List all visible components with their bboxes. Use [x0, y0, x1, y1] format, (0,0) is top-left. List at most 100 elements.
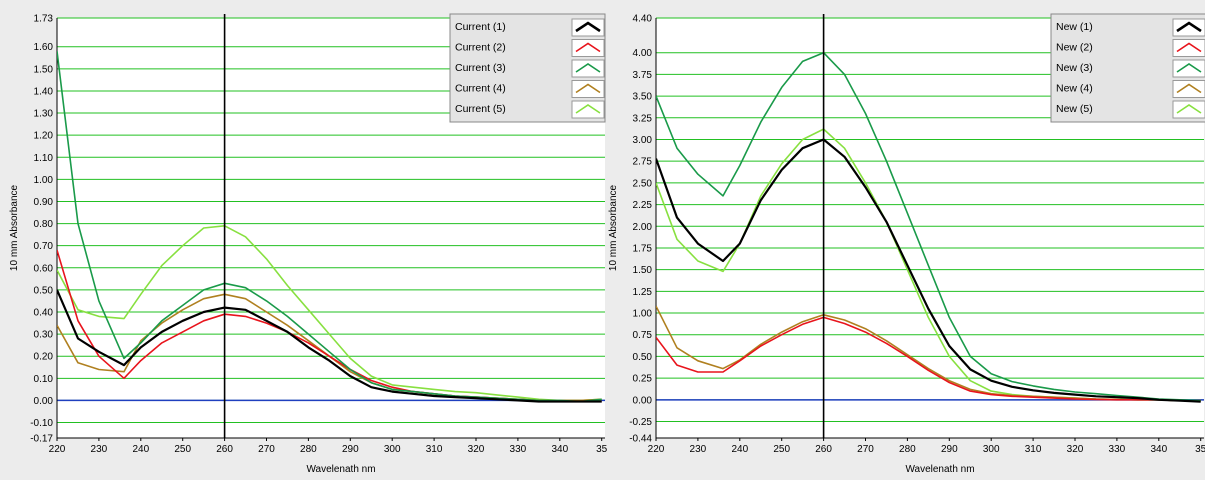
y-tick-label-11: 2.25: [633, 200, 653, 211]
x-tick-label-2: 240: [132, 444, 149, 455]
y-tick-label-3: 0.25: [633, 374, 653, 385]
x-tick-label-1: 230: [91, 444, 108, 455]
x-tick-label-2: 240: [731, 444, 748, 455]
x-tick-label-4: 260: [216, 444, 233, 455]
x-axis-label: Wavelenath nm: [905, 464, 974, 475]
y-tick-label-6: 1.00: [633, 309, 653, 320]
x-tick-label-13: 35: [1195, 444, 1205, 455]
y-tick-label-10: 0.80: [34, 219, 54, 230]
y-tick-label-9: 1.75: [633, 243, 653, 254]
legend-line-4: [575, 83, 601, 94]
legend-swatch-4: [571, 80, 605, 98]
legend-label-3: Current (3): [455, 62, 506, 74]
y-tick-label-1: -0.25: [629, 417, 652, 428]
legend-label-1: New (1): [1056, 21, 1093, 33]
legend-label-4: Current (4): [455, 83, 506, 95]
x-tick-label-3: 250: [773, 444, 790, 455]
legend-line-1: [575, 21, 601, 33]
x-tick-label-12: 340: [1150, 444, 1167, 455]
y-tick-label-1: -0.10: [30, 418, 53, 429]
x-tick-label-0: 220: [49, 444, 66, 455]
y-tick-label-15: 1.30: [34, 109, 54, 120]
x-tick-label-11: 330: [510, 444, 527, 455]
y-tick-label-0: -0.44: [629, 434, 652, 445]
y-tick-label-7: 0.50: [34, 285, 54, 296]
x-tick-label-12: 340: [551, 444, 568, 455]
y-tick-label-18: 4.00: [633, 48, 653, 59]
legend-line-5: [575, 104, 601, 114]
y-tick-label-2: 0.00: [34, 396, 54, 407]
x-tick-label-10: 320: [1067, 444, 1084, 455]
x-tick-label-8: 300: [983, 444, 1000, 455]
legend-swatch-3: [1172, 59, 1205, 78]
x-tick-label-0: 220: [648, 444, 665, 455]
y-tick-label-14: 3.00: [633, 135, 653, 146]
legend-line-2: [575, 42, 601, 53]
legend-swatch-4: [1172, 80, 1205, 98]
legend-label-2: Current (2): [455, 42, 506, 54]
legend-swatch-1: [571, 18, 605, 37]
x-tick-label-11: 330: [1109, 444, 1126, 455]
x-tick-label-7: 290: [941, 444, 958, 455]
legend-line-3: [1176, 63, 1202, 73]
x-tick-label-13: 35: [596, 444, 608, 455]
x-tick-label-5: 270: [857, 444, 874, 455]
y-tick-label-15: 3.25: [633, 113, 653, 124]
y-tick-label-8: 0.60: [34, 263, 54, 274]
legend-label-5: Current (5): [455, 103, 506, 115]
legend-label-5: New (5): [1056, 103, 1093, 115]
y-tick-label-10: 2.00: [633, 222, 653, 233]
series-line-1: [57, 289, 602, 403]
y-tick-label-4: 0.50: [633, 352, 653, 363]
y-tick-label-3: 0.10: [34, 374, 54, 385]
y-tick-label-19: 4.40: [633, 14, 653, 25]
x-tick-label-1: 230: [690, 444, 707, 455]
series-line-3: [656, 51, 1201, 402]
x-tick-label-9: 310: [1025, 444, 1042, 455]
legend-swatch-3: [571, 59, 605, 78]
y-tick-label-19: 1.73: [34, 14, 54, 25]
y-tick-label-12: 2.50: [633, 178, 653, 189]
legend-label-3: New (3): [1056, 62, 1093, 74]
y-tick-label-9: 0.70: [34, 241, 54, 252]
series-line-1: [656, 138, 1201, 403]
legend-label-2: New (2): [1056, 42, 1093, 54]
x-tick-label-5: 270: [258, 444, 275, 455]
y-tick-label-6: 0.40: [34, 308, 54, 319]
legend-swatch-5: [1172, 100, 1205, 119]
y-tick-label-14: 1.20: [34, 131, 54, 142]
y-tick-label-5: 0.30: [34, 330, 54, 341]
y-tick-label-17: 3.75: [633, 70, 653, 81]
x-tick-label-6: 280: [899, 444, 916, 455]
x-tick-label-9: 310: [426, 444, 443, 455]
y-tick-label-11: 0.90: [34, 197, 54, 208]
y-tick-label-18: 1.60: [34, 42, 54, 53]
legend-label-1: Current (1): [455, 21, 506, 33]
legend-line-2: [1176, 42, 1202, 53]
y-tick-label-5: 0.75: [633, 330, 653, 341]
y-tick-label-13: 2.75: [633, 157, 653, 168]
legend-line-3: [575, 63, 601, 73]
legend-label-4: New (4): [1056, 83, 1093, 95]
y-tick-label-13: 1.10: [34, 153, 54, 164]
x-tick-label-10: 320: [468, 444, 485, 455]
legend-swatch-2: [1172, 39, 1205, 57]
chart-panel-2: -0.44 -0.25 0.00 0.25 0.50 0.75 1.00 1.25 1.50 1.…: [608, 13, 1205, 475]
legend-line-5: [1176, 104, 1202, 114]
y-tick-label-0: -0.17: [30, 434, 53, 445]
y-tick-label-7: 1.25: [633, 287, 653, 298]
x-axis-label: Wavelenath nm: [306, 464, 375, 475]
y-axis-label: 10 mm Absorbance: [608, 184, 619, 271]
legend-swatch-1: [1172, 18, 1205, 37]
legend: Current (1) Current (2) Current (3) Current…: [449, 13, 606, 123]
x-tick-label-6: 280: [300, 444, 317, 455]
x-tick-label-3: 250: [174, 444, 191, 455]
x-tick-label-8: 300: [384, 444, 401, 455]
y-tick-label-16: 3.50: [633, 92, 653, 103]
x-tick-label-7: 290: [342, 444, 359, 455]
legend-line-1: [1176, 21, 1202, 33]
y-tick-label-4: 0.20: [34, 352, 54, 363]
legend-line-4: [1176, 83, 1202, 94]
